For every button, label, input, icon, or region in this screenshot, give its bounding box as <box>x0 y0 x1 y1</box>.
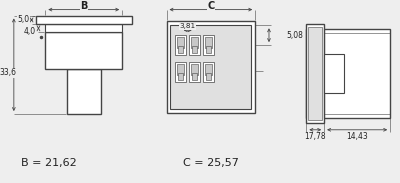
Bar <box>166 21 255 113</box>
Text: 14,43: 14,43 <box>346 132 368 141</box>
Text: 3,81: 3,81 <box>180 23 196 29</box>
Text: C: C <box>207 1 214 11</box>
Bar <box>45 32 122 69</box>
Bar <box>178 73 183 80</box>
Bar <box>175 35 186 55</box>
Bar <box>306 24 324 123</box>
Bar <box>178 46 183 53</box>
Bar <box>177 64 184 75</box>
Bar <box>203 35 214 55</box>
Bar <box>191 64 198 75</box>
Text: 33,6: 33,6 <box>0 68 16 77</box>
Bar <box>306 29 390 118</box>
Bar <box>203 62 214 81</box>
Bar <box>170 25 251 109</box>
Text: 17,78: 17,78 <box>304 132 326 141</box>
Text: B: B <box>80 1 88 11</box>
Bar <box>45 24 122 32</box>
Bar <box>175 62 186 81</box>
Bar <box>189 35 200 55</box>
Bar <box>308 27 322 120</box>
Bar <box>36 16 132 24</box>
Text: 5,08: 5,08 <box>287 31 304 40</box>
Text: 5,0: 5,0 <box>18 15 30 25</box>
Bar <box>177 37 184 48</box>
Bar <box>189 62 200 81</box>
Text: 4,0: 4,0 <box>24 27 36 36</box>
Bar <box>205 37 212 48</box>
Bar <box>205 64 212 75</box>
Bar <box>192 46 197 53</box>
Text: C = 25,57: C = 25,57 <box>183 158 239 168</box>
Text: B = 21,62: B = 21,62 <box>21 158 76 168</box>
Bar <box>206 46 211 53</box>
Bar <box>192 73 197 80</box>
Bar <box>67 69 100 114</box>
Bar <box>206 73 211 80</box>
Bar <box>191 37 198 48</box>
Bar <box>324 54 344 93</box>
